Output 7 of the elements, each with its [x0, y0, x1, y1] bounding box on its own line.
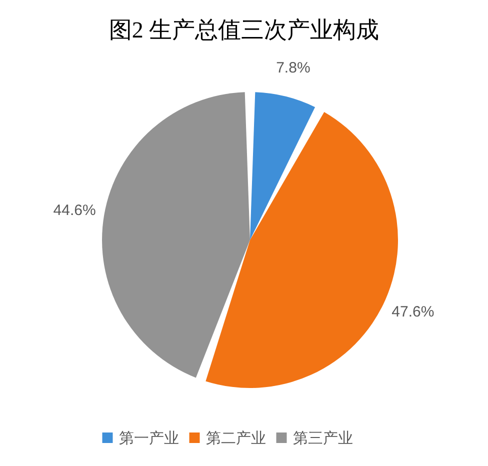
legend-label: 第二产业	[206, 430, 266, 447]
data-label: 47.6%	[392, 304, 434, 321]
data-label: 44.6%	[53, 202, 96, 219]
chart-title: 图2 生产总值三次产业构成	[108, 17, 380, 42]
data-label: 7.8%	[276, 59, 310, 76]
legend-label: 第一产业	[119, 430, 179, 447]
legend-label: 第三产业	[293, 430, 353, 447]
